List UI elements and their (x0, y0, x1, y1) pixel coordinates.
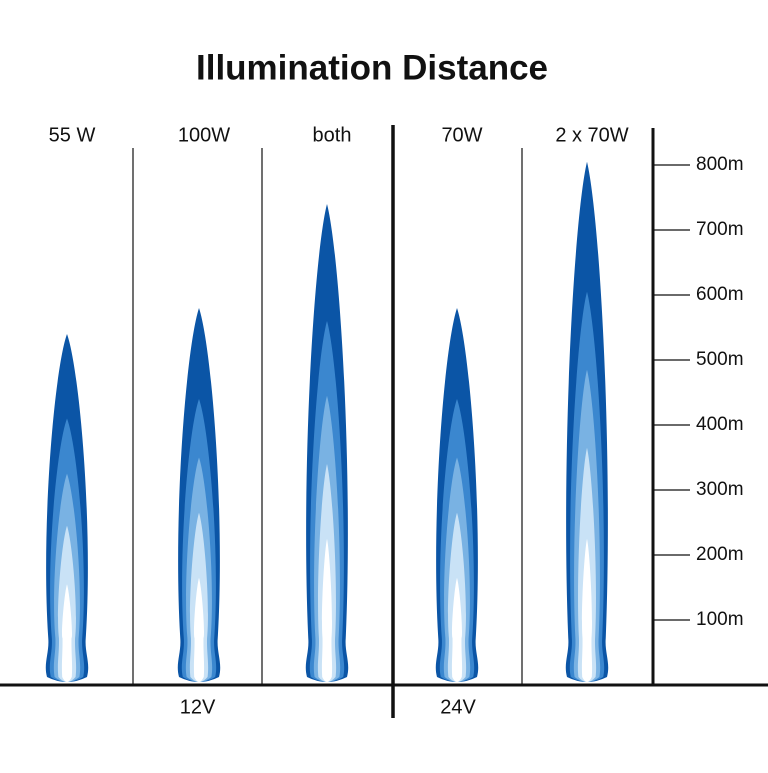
group-label: 12V (180, 696, 216, 718)
category-label: 55 W (49, 124, 96, 146)
y-tick-label: 700m (696, 219, 744, 240)
y-tick-label: 500m (696, 349, 744, 370)
y-tick-label: 800m (696, 154, 744, 175)
chart-title: Illumination Distance (196, 48, 548, 87)
category-label: 2 x 70W (555, 124, 628, 146)
group-label: 24V (440, 696, 476, 718)
category-label: 100W (178, 124, 230, 146)
beam-zone (193, 577, 205, 682)
beam-zone (321, 538, 333, 682)
beam-zone (581, 538, 593, 682)
y-tick-label: 400m (696, 414, 744, 435)
y-tick-label: 100m (696, 609, 744, 630)
y-tick-label: 300m (696, 479, 744, 500)
beam-zone (61, 584, 73, 682)
y-tick-label: 600m (696, 284, 744, 305)
category-label: both (313, 124, 352, 146)
category-label: 70W (441, 124, 482, 146)
y-tick-label: 200m (696, 544, 744, 565)
beam-zone (451, 577, 463, 682)
